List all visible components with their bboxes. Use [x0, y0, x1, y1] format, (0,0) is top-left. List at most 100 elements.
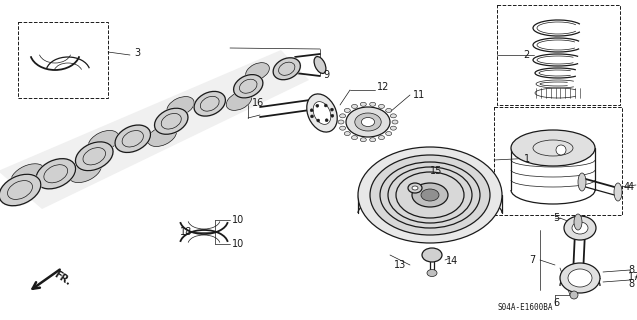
- Text: 4: 4: [624, 182, 630, 192]
- Ellipse shape: [408, 183, 422, 193]
- Ellipse shape: [369, 138, 376, 142]
- Ellipse shape: [36, 159, 76, 189]
- Ellipse shape: [380, 162, 480, 228]
- Ellipse shape: [385, 132, 392, 136]
- Ellipse shape: [570, 291, 578, 299]
- Text: 8: 8: [628, 265, 634, 275]
- Ellipse shape: [340, 126, 346, 130]
- Ellipse shape: [273, 58, 301, 80]
- Ellipse shape: [378, 136, 385, 140]
- Text: 3: 3: [134, 48, 140, 58]
- Ellipse shape: [234, 75, 263, 98]
- Bar: [494, 107, 622, 215]
- Ellipse shape: [331, 108, 333, 111]
- Ellipse shape: [345, 132, 350, 136]
- Ellipse shape: [317, 119, 320, 122]
- Text: 17: 17: [628, 272, 637, 282]
- Ellipse shape: [421, 189, 439, 201]
- Ellipse shape: [564, 216, 596, 240]
- Ellipse shape: [167, 97, 194, 116]
- Text: 5: 5: [553, 213, 559, 223]
- Ellipse shape: [194, 92, 225, 116]
- Bar: [497, 5, 620, 105]
- Ellipse shape: [331, 114, 334, 117]
- Ellipse shape: [568, 269, 592, 287]
- Ellipse shape: [316, 104, 319, 107]
- Text: 15: 15: [430, 166, 442, 176]
- Ellipse shape: [572, 222, 588, 234]
- Text: 1: 1: [524, 154, 530, 164]
- Ellipse shape: [358, 147, 502, 243]
- Ellipse shape: [114, 124, 152, 154]
- Text: 10: 10: [232, 239, 244, 249]
- Ellipse shape: [75, 142, 113, 171]
- Bar: [18, 22, 108, 98]
- Text: 7: 7: [529, 255, 535, 265]
- Ellipse shape: [148, 125, 176, 147]
- Polygon shape: [0, 50, 309, 209]
- Ellipse shape: [556, 145, 566, 155]
- Ellipse shape: [338, 120, 344, 124]
- Ellipse shape: [361, 138, 366, 142]
- Ellipse shape: [392, 120, 398, 124]
- Text: 14: 14: [446, 256, 458, 266]
- Ellipse shape: [412, 183, 448, 207]
- Text: 13: 13: [394, 260, 406, 270]
- Text: 18: 18: [180, 227, 192, 237]
- Ellipse shape: [574, 214, 582, 230]
- Ellipse shape: [115, 125, 150, 152]
- Ellipse shape: [369, 102, 376, 106]
- Ellipse shape: [511, 130, 595, 166]
- Ellipse shape: [246, 63, 269, 80]
- Text: 12: 12: [377, 82, 389, 92]
- Ellipse shape: [396, 172, 464, 218]
- Ellipse shape: [193, 91, 226, 117]
- Ellipse shape: [69, 159, 101, 183]
- Ellipse shape: [314, 57, 326, 73]
- Ellipse shape: [0, 173, 42, 207]
- Ellipse shape: [352, 104, 357, 108]
- Ellipse shape: [0, 174, 41, 206]
- Ellipse shape: [412, 186, 418, 190]
- Text: 2: 2: [524, 50, 530, 60]
- Ellipse shape: [614, 183, 622, 201]
- Ellipse shape: [355, 113, 381, 131]
- Ellipse shape: [324, 104, 327, 107]
- Ellipse shape: [340, 114, 346, 118]
- Ellipse shape: [578, 173, 586, 191]
- Ellipse shape: [361, 102, 366, 106]
- Ellipse shape: [233, 74, 264, 99]
- Text: S04A-E1600BA: S04A-E1600BA: [497, 303, 552, 312]
- Ellipse shape: [11, 164, 45, 188]
- Ellipse shape: [352, 136, 357, 140]
- Ellipse shape: [310, 115, 313, 118]
- Text: 16: 16: [252, 98, 264, 108]
- Ellipse shape: [390, 126, 396, 130]
- Text: FR.: FR.: [52, 269, 73, 287]
- Ellipse shape: [346, 107, 390, 137]
- Ellipse shape: [88, 131, 119, 153]
- Ellipse shape: [390, 114, 396, 118]
- Ellipse shape: [155, 108, 188, 134]
- Text: 8: 8: [628, 279, 634, 289]
- Ellipse shape: [385, 108, 392, 112]
- Ellipse shape: [313, 102, 331, 124]
- Ellipse shape: [427, 269, 437, 276]
- Ellipse shape: [75, 141, 114, 172]
- Ellipse shape: [378, 104, 385, 108]
- Ellipse shape: [370, 155, 490, 235]
- Ellipse shape: [154, 107, 189, 135]
- Text: 4: 4: [628, 182, 634, 192]
- Ellipse shape: [560, 263, 600, 293]
- Ellipse shape: [35, 158, 76, 190]
- Ellipse shape: [325, 119, 328, 122]
- Text: 9: 9: [323, 70, 329, 80]
- Ellipse shape: [310, 109, 313, 112]
- Ellipse shape: [345, 108, 350, 112]
- Ellipse shape: [272, 57, 301, 81]
- Ellipse shape: [388, 167, 472, 223]
- Text: 10: 10: [232, 215, 244, 225]
- Ellipse shape: [307, 94, 337, 132]
- Ellipse shape: [422, 248, 442, 262]
- Ellipse shape: [226, 92, 252, 110]
